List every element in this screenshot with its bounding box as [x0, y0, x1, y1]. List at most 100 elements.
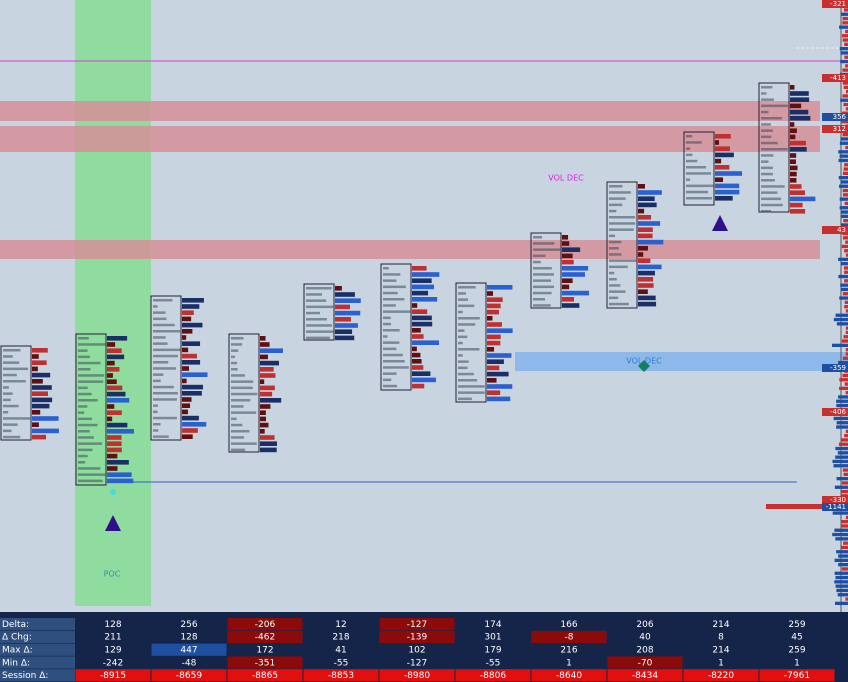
footprint-bar — [260, 342, 270, 347]
profile-bar — [832, 459, 848, 464]
footprint-tick — [383, 366, 409, 369]
profile-bar — [844, 300, 848, 304]
footprint-tick — [609, 191, 631, 194]
footprint-tick — [458, 379, 478, 382]
footprint-bar — [487, 378, 497, 383]
footprint-bar — [638, 202, 657, 208]
cell: 208 — [636, 646, 653, 656]
cell-bg — [379, 618, 455, 631]
footprint-tick — [3, 349, 21, 352]
profile-bar — [834, 571, 848, 575]
footprint-bar — [790, 116, 811, 121]
cell: 166 — [560, 620, 577, 630]
profile-bar — [844, 434, 848, 438]
footprint-bar — [412, 334, 424, 339]
price-label: 356 — [833, 113, 847, 121]
footprint-tick — [383, 335, 388, 338]
footprint-bar — [790, 103, 802, 109]
footprint-bar — [107, 478, 134, 484]
footprint-tick — [231, 337, 244, 340]
footprint-bar — [107, 404, 115, 409]
footprint-bar — [335, 329, 353, 334]
cell: 40 — [639, 633, 651, 643]
footprint-tick — [78, 417, 92, 421]
profile-bar — [843, 85, 848, 89]
footprint-tick — [383, 273, 401, 276]
cell: -70 — [638, 658, 653, 668]
footprint-bar — [715, 134, 731, 139]
footprint-tick — [231, 349, 239, 352]
profile-bar — [841, 210, 848, 214]
footprint-bar — [32, 360, 47, 365]
profile-bar — [766, 504, 848, 509]
footprint-bar — [790, 153, 797, 158]
footprint-bar — [412, 315, 432, 321]
footprint-tick — [153, 385, 174, 389]
footprint-bar — [32, 422, 39, 427]
profile-bar — [845, 90, 848, 94]
footprint-tick — [458, 360, 469, 363]
footprint-tick — [458, 292, 466, 295]
cell: 447 — [180, 646, 197, 656]
footprint-bar — [638, 246, 648, 251]
footprint-tick — [458, 304, 475, 308]
profile-bar — [844, 42, 848, 46]
signal-diamond — [638, 360, 650, 372]
profile-bar — [843, 541, 848, 545]
price-label-bg — [822, 0, 848, 8]
cluster-box — [683, 131, 715, 206]
footprint-tick — [78, 473, 106, 476]
footprint-bar — [562, 247, 581, 252]
row-label-bg — [0, 630, 75, 643]
profile-bar — [842, 34, 848, 38]
profile-bar — [833, 416, 848, 421]
footprint-tick — [78, 479, 103, 483]
footprint-bar — [182, 366, 190, 371]
footprint-tick — [78, 436, 94, 439]
footprint-tick — [383, 384, 398, 388]
profile-bar — [835, 313, 848, 317]
footprint-bar — [260, 410, 266, 415]
footprint-tick — [3, 380, 26, 383]
footprint-bar — [182, 372, 208, 377]
footprint-bar — [638, 252, 644, 257]
footprint-bar — [638, 208, 645, 214]
footprint-bar — [107, 379, 117, 384]
cell: 1 — [718, 658, 724, 668]
profile-bar — [844, 305, 848, 309]
footprint-tick — [231, 368, 238, 371]
footprint-bar — [107, 336, 128, 341]
footprint-bar — [260, 441, 277, 446]
footprint-tick — [78, 461, 86, 464]
zone — [0, 101, 820, 121]
footprint-bar — [107, 472, 132, 477]
footprint-tick — [153, 367, 177, 370]
footprint-tick — [306, 330, 334, 333]
footprint-bar — [107, 441, 122, 446]
footprint-tick — [533, 304, 551, 307]
footprint-bar — [182, 403, 191, 408]
footprint-tick — [231, 436, 245, 439]
footprint-tick — [609, 247, 619, 250]
footprint-tick — [458, 323, 476, 326]
profile-bar — [839, 378, 848, 382]
footprint-bar — [32, 403, 50, 409]
footprint-bar — [562, 241, 570, 246]
profile-bar — [842, 133, 848, 137]
footprint-tick — [306, 293, 322, 296]
footprint-bar — [638, 283, 654, 288]
footprint-tick — [458, 354, 463, 357]
footprint-tick — [78, 355, 90, 359]
footprint-tick — [761, 135, 772, 139]
footprint-tick — [78, 368, 91, 371]
cell-bg — [227, 618, 303, 631]
profile-bar — [841, 339, 848, 343]
footprint-tick — [609, 234, 616, 238]
footprint-bar — [182, 360, 201, 365]
profile-bar — [842, 81, 848, 85]
price-label-bg — [822, 226, 848, 234]
footprint-bar — [790, 134, 796, 140]
cluster-box — [75, 333, 107, 486]
footprint-bar — [107, 416, 113, 422]
footprint-bar — [182, 347, 189, 353]
